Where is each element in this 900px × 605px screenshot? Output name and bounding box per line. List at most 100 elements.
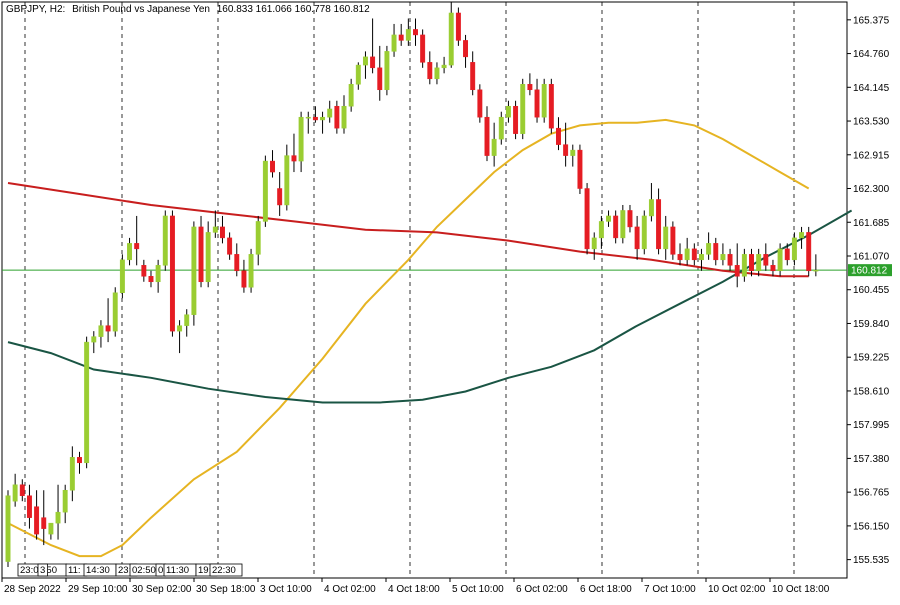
y-tick-label: 159.225 [853,353,890,364]
candle-bearish [770,265,776,272]
candle-bearish [727,254,733,266]
candle-bullish [327,108,333,118]
candle-bullish [741,254,747,277]
candle-bullish [5,495,11,562]
candle-bearish [148,276,154,283]
candle-bullish [69,457,75,491]
candle-bearish [734,265,740,277]
candle-bullish [98,325,104,337]
candle-bearish [470,62,476,91]
gap-time-label: 11: [68,565,81,576]
gap-time-label: 22:30 [212,565,236,576]
candle-bullish [756,254,762,272]
current-price-label: 160.812 [851,266,888,277]
candle-bearish [713,243,719,261]
gap-time-box [209,563,243,577]
candle-bearish [334,105,340,129]
gap-time-label: 11:30 [166,565,189,576]
candle-bearish [427,62,433,80]
x-tick-label: 7 Oct 10:00 [644,584,696,595]
candle-bullish [720,254,726,261]
candle-bullish [813,269,819,272]
candle-bearish [670,226,676,255]
candle-bearish [77,457,82,464]
chart-header: GBPJPY, H2: British Pound vs Japanese Ye… [6,4,374,15]
candle-bullish [405,29,411,41]
candle-bearish [513,105,519,134]
candle-bullish [606,215,611,222]
candle-bearish [398,34,404,41]
candle-bearish [656,199,662,250]
candle-bearish [613,215,619,239]
y-tick-label: 160.455 [853,285,890,296]
candle-bearish [677,254,683,261]
candle-bullish [505,105,511,118]
x-tick-label: 4 Oct 18:00 [388,584,440,595]
x-tick-label: 4 Oct 02:00 [324,584,376,595]
candle-bullish [498,116,504,140]
candle-bullish [248,254,254,288]
candle-bullish [84,341,90,464]
candle-bearish [577,149,583,189]
ohlc-readout: 160.833 161.066 160.778 160.812 [216,4,370,15]
candle-bullish [348,84,354,107]
gap-time-label: 19: [198,565,211,576]
candle-bullish [62,489,68,513]
x-tick-label: 3 Oct 10:00 [260,584,312,595]
y-tick-label: 164.760 [853,49,890,60]
ma-red-line [7,182,809,278]
candle-bearish [19,484,25,496]
y-tick-label: 159.840 [853,319,890,330]
candle-bearish [420,34,426,63]
candle-bearish [691,248,697,261]
y-tick-label: 157.995 [853,420,890,431]
candle-bearish [784,248,790,261]
candle-bearish [584,188,590,250]
candle-bearish [377,67,383,91]
candle-bullish [341,105,347,129]
y-tick-label: 162.915 [853,150,890,161]
candle-bullish [520,84,526,134]
candle-bearish [627,210,633,228]
current-price-badge [848,264,892,277]
plot-frame [1,1,848,579]
ma-yellow-line [7,118,810,558]
candle-bearish [463,40,469,58]
candle-bullish [91,336,97,343]
y-tick-label: 161.685 [853,218,890,229]
candle-bullish [663,226,669,250]
candle-bearish [34,506,40,535]
candle-bullish [262,160,268,222]
candle-bullish [791,237,797,261]
candle-bullish [205,232,211,283]
candle-bullish [212,226,218,233]
candle-bullish [119,259,125,293]
y-tick-label: 164.145 [853,83,890,94]
candle-bearish [105,325,111,332]
candle-bullish [162,215,168,266]
x-tick-label: 30 Sep 02:00 [132,584,192,595]
x-tick-label: 30 Sep 18:00 [196,584,256,595]
gap-time-label: 0 [158,565,163,576]
y-tick-label: 157.380 [853,454,890,465]
symbol-label: GBPJPY, H2: [6,4,66,15]
candle-bullish [184,314,190,326]
gap-time-box [37,563,49,577]
ma-green-line [7,209,853,404]
x-tick-label: 29 Sep 10:00 [68,584,128,595]
candle-bullish [598,221,604,239]
candle-bearish [41,517,47,529]
candle-bullish [448,12,454,66]
x-tick-label: 10 Oct 18:00 [772,584,830,595]
candle-bullish [12,484,18,502]
x-tick-label: 6 Oct 18:00 [580,584,632,595]
candle-bullish [434,67,440,80]
candle-bullish [591,237,597,250]
candle-bullish [355,64,361,85]
x-tick-label: 5 Oct 10:00 [452,584,504,595]
candle-bearish [477,89,483,118]
y-tick-label: 156.765 [853,488,890,499]
candle-bearish [141,265,147,277]
